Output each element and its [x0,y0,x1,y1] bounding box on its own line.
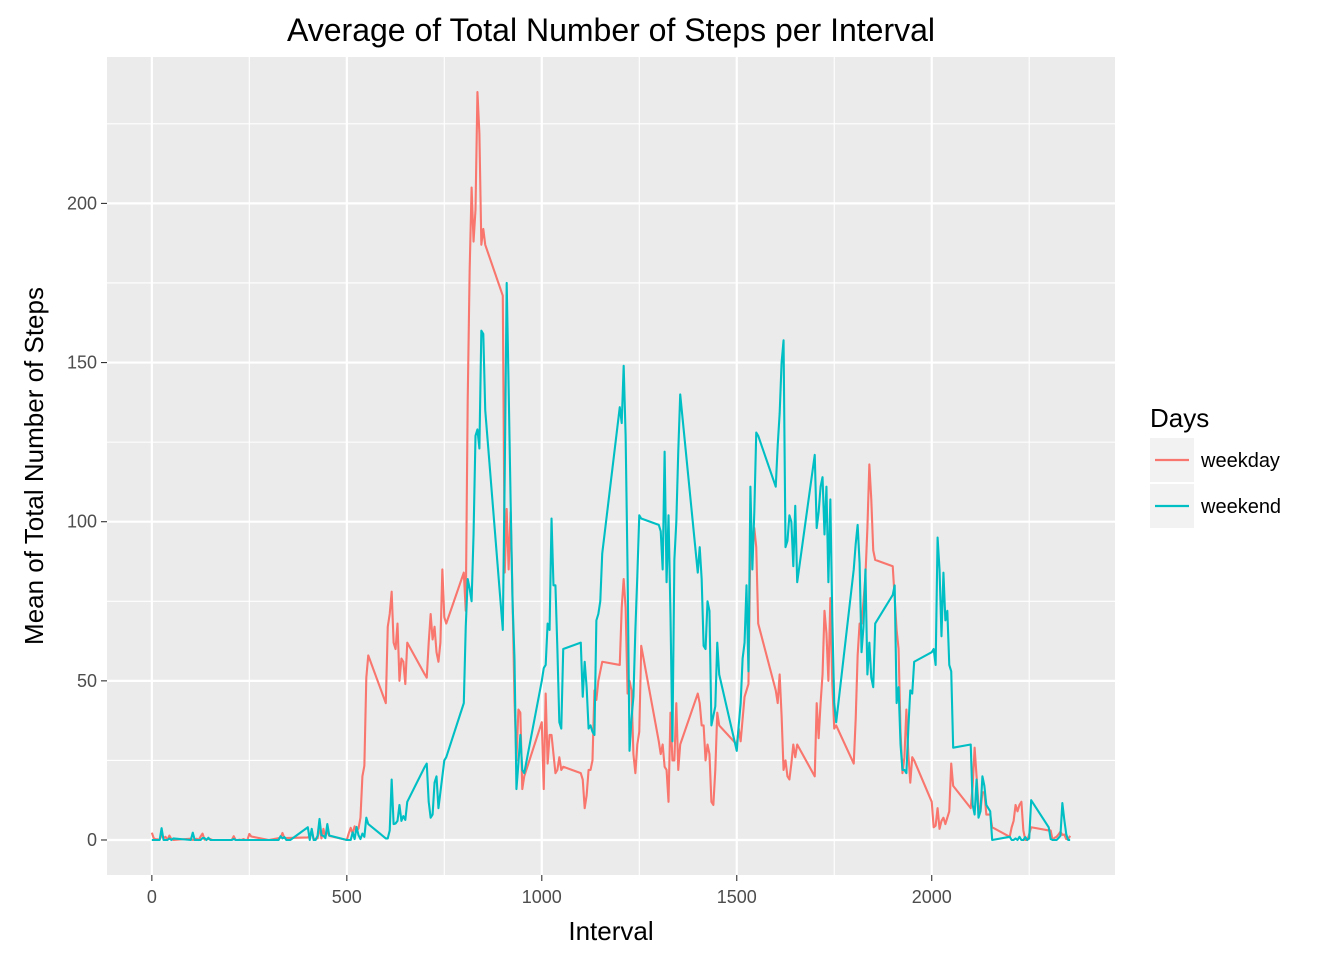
legend-title: Days [1150,403,1209,433]
y-tick-label: 200 [67,193,97,213]
x-axis: 0 500 1000 1500 2000 [147,875,952,907]
x-tick-label: 500 [332,887,362,907]
y-tick-label: 0 [87,830,97,850]
legend-item-weekend: weekend [1150,484,1281,528]
x-tick-label: 2000 [912,887,952,907]
panel-background [107,57,1115,875]
series-lines [150,90,1072,842]
x-axis-title: Interval [568,916,653,946]
y-axis-title: Mean of Total Number of Steps [19,287,49,645]
legend-label: weekend [1200,496,1281,518]
y-axis: 0 50 100 150 200 [67,193,107,850]
chart-title: Average of Total Number of Steps per Int… [287,12,935,48]
x-tick-label: 1000 [522,887,562,907]
x-tick-label: 1500 [717,887,757,907]
legend-items: weekday weekend [1150,438,1281,528]
plot-panel [107,57,1115,875]
y-tick-label: 150 [67,353,97,373]
series-line-weekend [151,281,1071,842]
legend-item-weekday: weekday [1150,438,1280,482]
y-tick-label: 100 [67,512,97,532]
y-tick-label: 50 [77,671,97,691]
legend: Days weekday weekend [1150,403,1281,528]
legend-label: weekday [1200,450,1280,472]
x-tick-label: 0 [147,887,157,907]
grid-lines [107,57,1115,875]
